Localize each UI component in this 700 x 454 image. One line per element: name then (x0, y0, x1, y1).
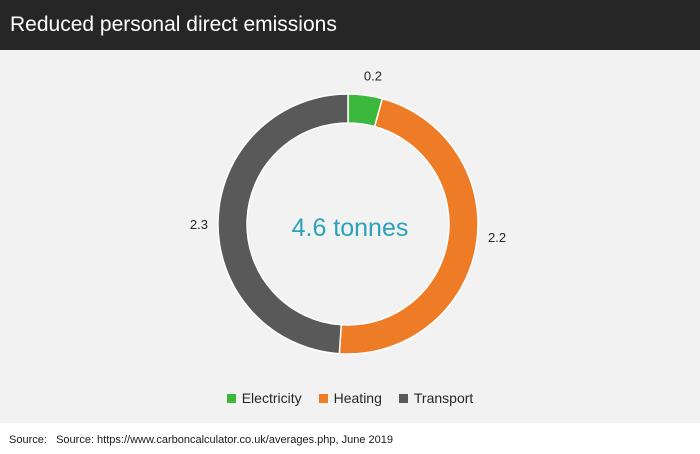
source-label: Source: (9, 434, 47, 446)
slice-heating (338, 97, 479, 355)
title-bar: Reduced personal direct emissions (0, 0, 700, 50)
data-label-electricity: 0.2 (364, 68, 382, 83)
source-text: Source: https://www.carboncalculator.co.… (56, 434, 394, 446)
source-note: Source: Source: https://www.carboncalcul… (9, 433, 393, 447)
legend-swatch-electricity (226, 393, 236, 403)
data-labels: 0.2 2.2 2.3 (190, 68, 506, 245)
legend-swatch-transport (398, 393, 408, 403)
legend-label-transport: Transport (413, 390, 474, 406)
legend-label-heating: Heating (333, 390, 382, 406)
data-label-heating: 2.2 (488, 230, 506, 245)
chart-legend: Electricity Heating Transport (0, 388, 700, 408)
doughnut-slices (217, 93, 479, 355)
legend-item-electricity: Electricity (226, 389, 302, 407)
slice-transport (217, 93, 349, 355)
legend-item-heating: Heating (318, 389, 382, 407)
data-label-transport: 2.3 (190, 217, 208, 232)
legend-item-transport: Transport (398, 389, 474, 407)
legend-label-electricity: Electricity (241, 390, 302, 406)
chart-title: Reduced personal direct emissions (10, 13, 337, 36)
center-label: 4.6 tonnes (292, 214, 409, 242)
legend-swatch-heating (318, 393, 328, 403)
